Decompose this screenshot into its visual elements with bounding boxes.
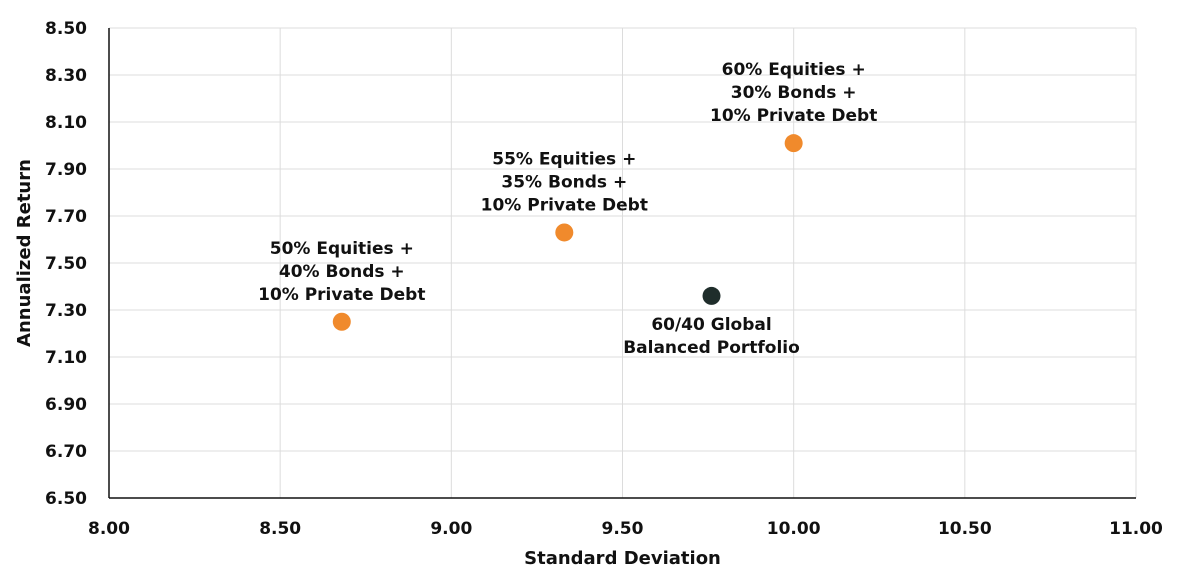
point-labels: 50% Equities + 40% Bonds + 10% Private Deb… [258,60,877,358]
x-tick-label: 11.00 [1109,519,1163,539]
x-tick-labels: 8.00 8.50 9.00 9.50 10.00 10.50 11.00 [88,519,1163,539]
y-tick-label: 7.30 [45,301,87,321]
point-label-line: 40% Bonds + [279,262,405,282]
y-tick-label: 8.10 [45,113,87,133]
point-label: 60/40 Global Balanced Portfolio [623,315,800,358]
point-label-line: 60% Equities + [722,60,866,80]
x-tick-label: 8.50 [259,519,301,539]
gridlines [109,27,1137,498]
point-label-line: 35% Bonds + [501,172,627,192]
point-label-line: 10% Private Debt [258,285,425,305]
y-tick-label: 8.30 [45,66,87,86]
data-points [332,134,803,331]
x-axis-title: Standard Deviation [524,548,721,569]
data-point [555,223,574,242]
y-tick-label: 7.90 [45,160,87,180]
y-axis-title: Annualized Return [14,159,35,347]
x-tick-label: 9.50 [602,519,644,539]
data-point [784,134,803,153]
point-label-line: 60/40 Global [651,315,771,335]
data-point [702,286,721,305]
point-label-line: 10% Private Debt [481,195,648,215]
point-label-line: 50% Equities + [270,239,414,259]
y-tick-label: 7.10 [45,348,87,368]
point-label-line: 10% Private Debt [710,106,877,126]
y-tick-label: 6.50 [45,489,87,509]
y-tick-label: 8.50 [45,19,87,39]
point-label-line: 30% Bonds + [731,83,857,103]
point-label-line: 55% Equities + [492,149,636,169]
x-tick-label: 10.50 [938,519,992,539]
y-tick-labels: 6.50 6.70 6.90 7.10 7.30 7.50 7.70 7.90 8.10 8.30… [45,19,87,509]
x-tick-label: 8.00 [88,519,130,539]
data-point [332,312,351,331]
y-tick-label: 6.70 [45,442,87,462]
x-tick-label: 9.00 [430,519,472,539]
point-label-line: Balanced Portfolio [623,338,800,358]
y-tick-label: 6.90 [45,395,87,415]
point-label: 55% Equities + 35% Bonds + 10% Private Deb… [481,149,648,215]
x-tick-label: 10.00 [767,519,821,539]
point-label: 50% Equities + 40% Bonds + 10% Private Deb… [258,239,425,305]
y-tick-label: 7.70 [45,207,87,227]
axes [108,28,1136,499]
point-label: 60% Equities + 30% Bonds + 10% Private Deb… [710,60,877,126]
y-tick-label: 7.50 [45,254,87,274]
